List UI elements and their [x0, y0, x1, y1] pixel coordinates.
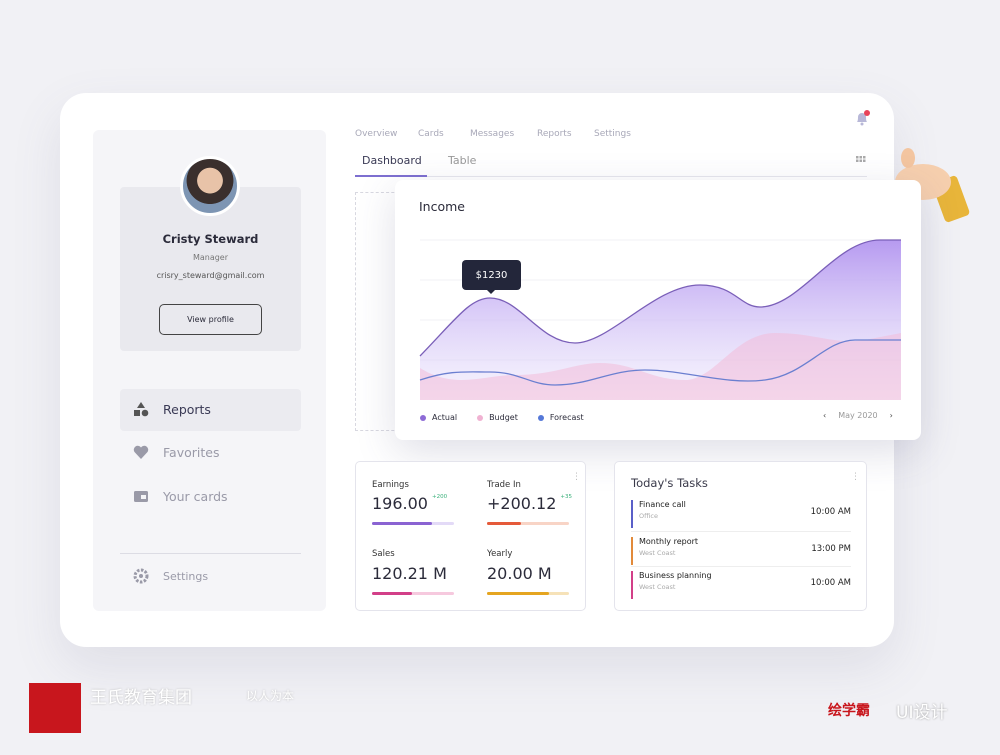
task-time: 13:00 PM [811, 544, 851, 554]
tasks-title: Today's Tasks [631, 476, 708, 490]
profile-email: crisry_steward@gmail.com [156, 271, 265, 280]
task[interactable]: Monthly report West Coast 13:00 PM [631, 537, 851, 565]
nav-link[interactable]: Reports [537, 129, 572, 139]
tasks-card [614, 461, 867, 611]
watermark-course: UI设计 [896, 703, 948, 723]
nav-link[interactable]: Settings [594, 129, 631, 139]
progress-fill [372, 592, 412, 595]
more-icon[interactable]: ⋮ [851, 472, 860, 482]
tab[interactable]: Table [448, 154, 477, 167]
legend-swatch [420, 414, 426, 421]
task-name: Monthly report [639, 537, 699, 546]
stat-value-row: +200.12 +35 [487, 494, 572, 513]
task-place: Office [639, 512, 658, 520]
legend-swatch [477, 414, 484, 421]
watermark-motto: 以人为本 [246, 689, 295, 703]
stat-value: 120.21 M [372, 564, 447, 583]
placeholder-frame [355, 192, 415, 431]
menu-label: Reports [163, 401, 211, 417]
menu-item[interactable]: Favorites [133, 444, 219, 460]
avatar [180, 156, 240, 216]
tooltip: $1230 [462, 260, 521, 290]
menu-label: Favorites [163, 444, 220, 460]
menu-label: Settings [163, 569, 209, 583]
task-name: Finance call [639, 500, 686, 509]
tooltip-arrow [486, 289, 496, 299]
more-icon[interactable]: ⋮ [572, 472, 581, 482]
profile-role: Manager [192, 253, 229, 262]
icon [133, 445, 149, 459]
task-time: 10:00 AM [810, 578, 851, 588]
task-place: West Coast [639, 549, 676, 557]
prev-arrow[interactable]: ‹ [823, 411, 827, 420]
stat-change: +35 [560, 494, 572, 500]
view-profile-button[interactable]: View profile [159, 304, 262, 335]
menu-item[interactable]: Reports [133, 401, 211, 417]
settings-item[interactable]: Settings [133, 568, 208, 584]
stat-change: +200 [431, 494, 448, 500]
task-name: Business planning [639, 571, 712, 580]
tab-line [355, 176, 867, 177]
legend: Actual Budget Forecast [420, 413, 584, 422]
progress-fill [372, 522, 432, 525]
forecast-line [419, 339, 901, 386]
legend-label: Actual [432, 413, 458, 422]
tab-underline [355, 175, 427, 177]
nav-link[interactable]: Messages [470, 129, 515, 139]
legend-label: Forecast [549, 413, 584, 422]
income-title: Income [419, 199, 465, 214]
stats-card [355, 461, 586, 611]
legend-label: Budget [489, 413, 518, 422]
stat-value: 20.00 M [487, 564, 552, 583]
profile-name: Cristy Steward [162, 232, 259, 246]
nav-link[interactable]: Overview [355, 129, 398, 139]
stat-value: +200.12 [487, 494, 557, 513]
actual-line [419, 239, 901, 357]
next-arrow[interactable]: › [889, 411, 893, 420]
progress-track [487, 522, 569, 525]
stat-label: Earnings [372, 480, 409, 490]
progress-track [487, 592, 569, 595]
menu-highlight [120, 389, 301, 431]
divider [631, 566, 851, 567]
divider [631, 531, 851, 532]
period: May 2020 [838, 411, 878, 420]
stat-label: Sales [372, 549, 395, 559]
icon [134, 491, 148, 502]
task-place: West Coast [639, 583, 676, 591]
task[interactable]: Business planning West Coast 10:00 AM [631, 571, 851, 599]
menu-label: Your cards [163, 488, 228, 504]
icon [134, 402, 149, 417]
progress-track [372, 592, 454, 595]
task[interactable]: Finance call Office 10:00 AM [631, 500, 851, 528]
watermark-company: 王氏教育集团 [90, 688, 192, 708]
progress-track [372, 522, 454, 525]
grid-icon[interactable] [856, 156, 866, 166]
task-time: 10:00 AM [810, 507, 851, 517]
stat-label: Trade In [487, 480, 521, 490]
progress-fill [487, 592, 549, 595]
divider [120, 553, 301, 554]
logo [29, 683, 81, 733]
stat-value-row: 196.00 +200 [372, 494, 447, 513]
nav-link[interactable]: Cards [418, 129, 444, 139]
period-picker[interactable]: ‹ May 2020 › [823, 411, 893, 420]
income-chart [419, 239, 901, 400]
stat-value: 196.00 [372, 494, 428, 513]
menu-item[interactable]: Your cards [133, 488, 228, 504]
tab[interactable]: Dashboard [362, 154, 422, 167]
watermark-brand: 绘学霸 [828, 703, 870, 719]
progress-fill [487, 522, 521, 525]
icon [133, 568, 149, 584]
legend-swatch [537, 414, 544, 421]
bell-icon[interactable] [853, 108, 873, 128]
stat-label: Yearly [487, 549, 513, 559]
